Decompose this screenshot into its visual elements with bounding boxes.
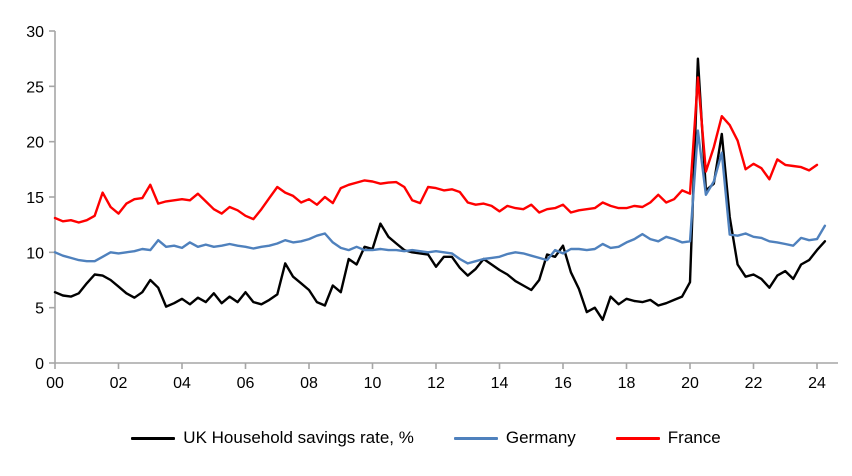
y-axis-tick-label: 10 [26,245,44,262]
france-line-swatch [615,436,660,440]
series-line-france [53,76,819,224]
x-axis-tick-label: 14 [491,375,509,392]
x-axis-tick-label: 10 [364,375,382,392]
legend-item-germany: Germany [453,428,576,448]
chart-legend: UK Household savings rate, % Germany Fra… [0,428,852,448]
x-axis-tick-label: 16 [554,375,572,392]
x-axis-tick-label: 24 [808,375,826,392]
y-axis-tick-label: 15 [26,190,44,207]
legend-label-germany: Germany [505,428,576,447]
uk-line-swatch [131,436,176,440]
y-axis-tick-label: 25 [26,79,44,96]
legend-label-uk: UK Household savings rate, % [183,428,414,447]
series-line-germany [53,129,827,265]
germany-line-swatch [453,436,498,440]
y-axis-tick-label: 5 [35,301,44,318]
x-axis-tick-label: 06 [237,375,255,392]
x-axis-tick-label: 18 [618,375,636,392]
x-axis-tick-label: 08 [300,375,318,392]
y-axis-tick-label: 20 [26,135,44,152]
x-axis-tick-label: 02 [110,375,128,392]
x-axis-tick-label: 12 [427,375,445,392]
legend-item-france: France [615,428,721,448]
y-axis-tick-label: 30 [26,24,44,41]
x-axis-tick-label: 22 [745,375,763,392]
legend-item-uk: UK Household savings rate, % [131,428,414,448]
chart-canvas: 0 5 10 15 20 25 30 00 02 04 06 08 10 12 14 16 18 20 22 24 [26,24,838,392]
x-axis-tick-label: 00 [46,375,64,392]
legend-label-france: France [667,428,721,447]
x-axis-tick-label: 04 [173,375,191,392]
y-axis-tick-label: 0 [35,356,44,373]
x-axis-tick-label: 20 [681,375,699,392]
